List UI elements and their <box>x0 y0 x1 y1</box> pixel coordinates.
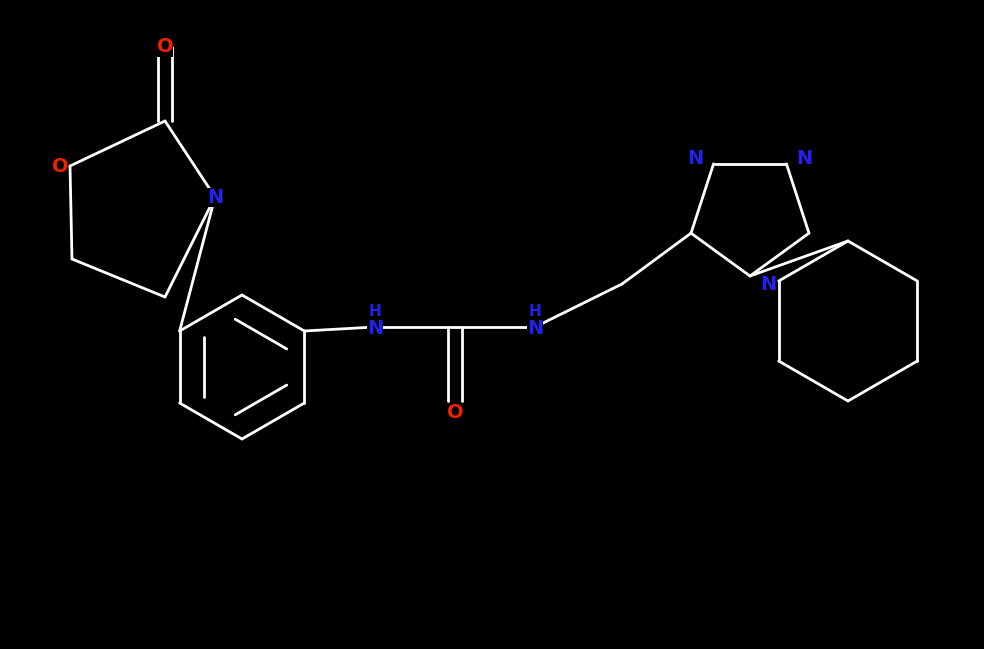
Text: N: N <box>796 149 813 168</box>
Text: H: H <box>528 304 541 319</box>
Text: N: N <box>526 319 543 339</box>
Text: N: N <box>367 319 383 339</box>
Text: O: O <box>156 38 173 56</box>
Text: O: O <box>52 156 68 175</box>
Text: O: O <box>447 404 463 422</box>
Text: N: N <box>760 275 776 293</box>
Text: H: H <box>369 304 382 319</box>
Text: N: N <box>207 188 223 206</box>
Text: N: N <box>688 149 704 168</box>
